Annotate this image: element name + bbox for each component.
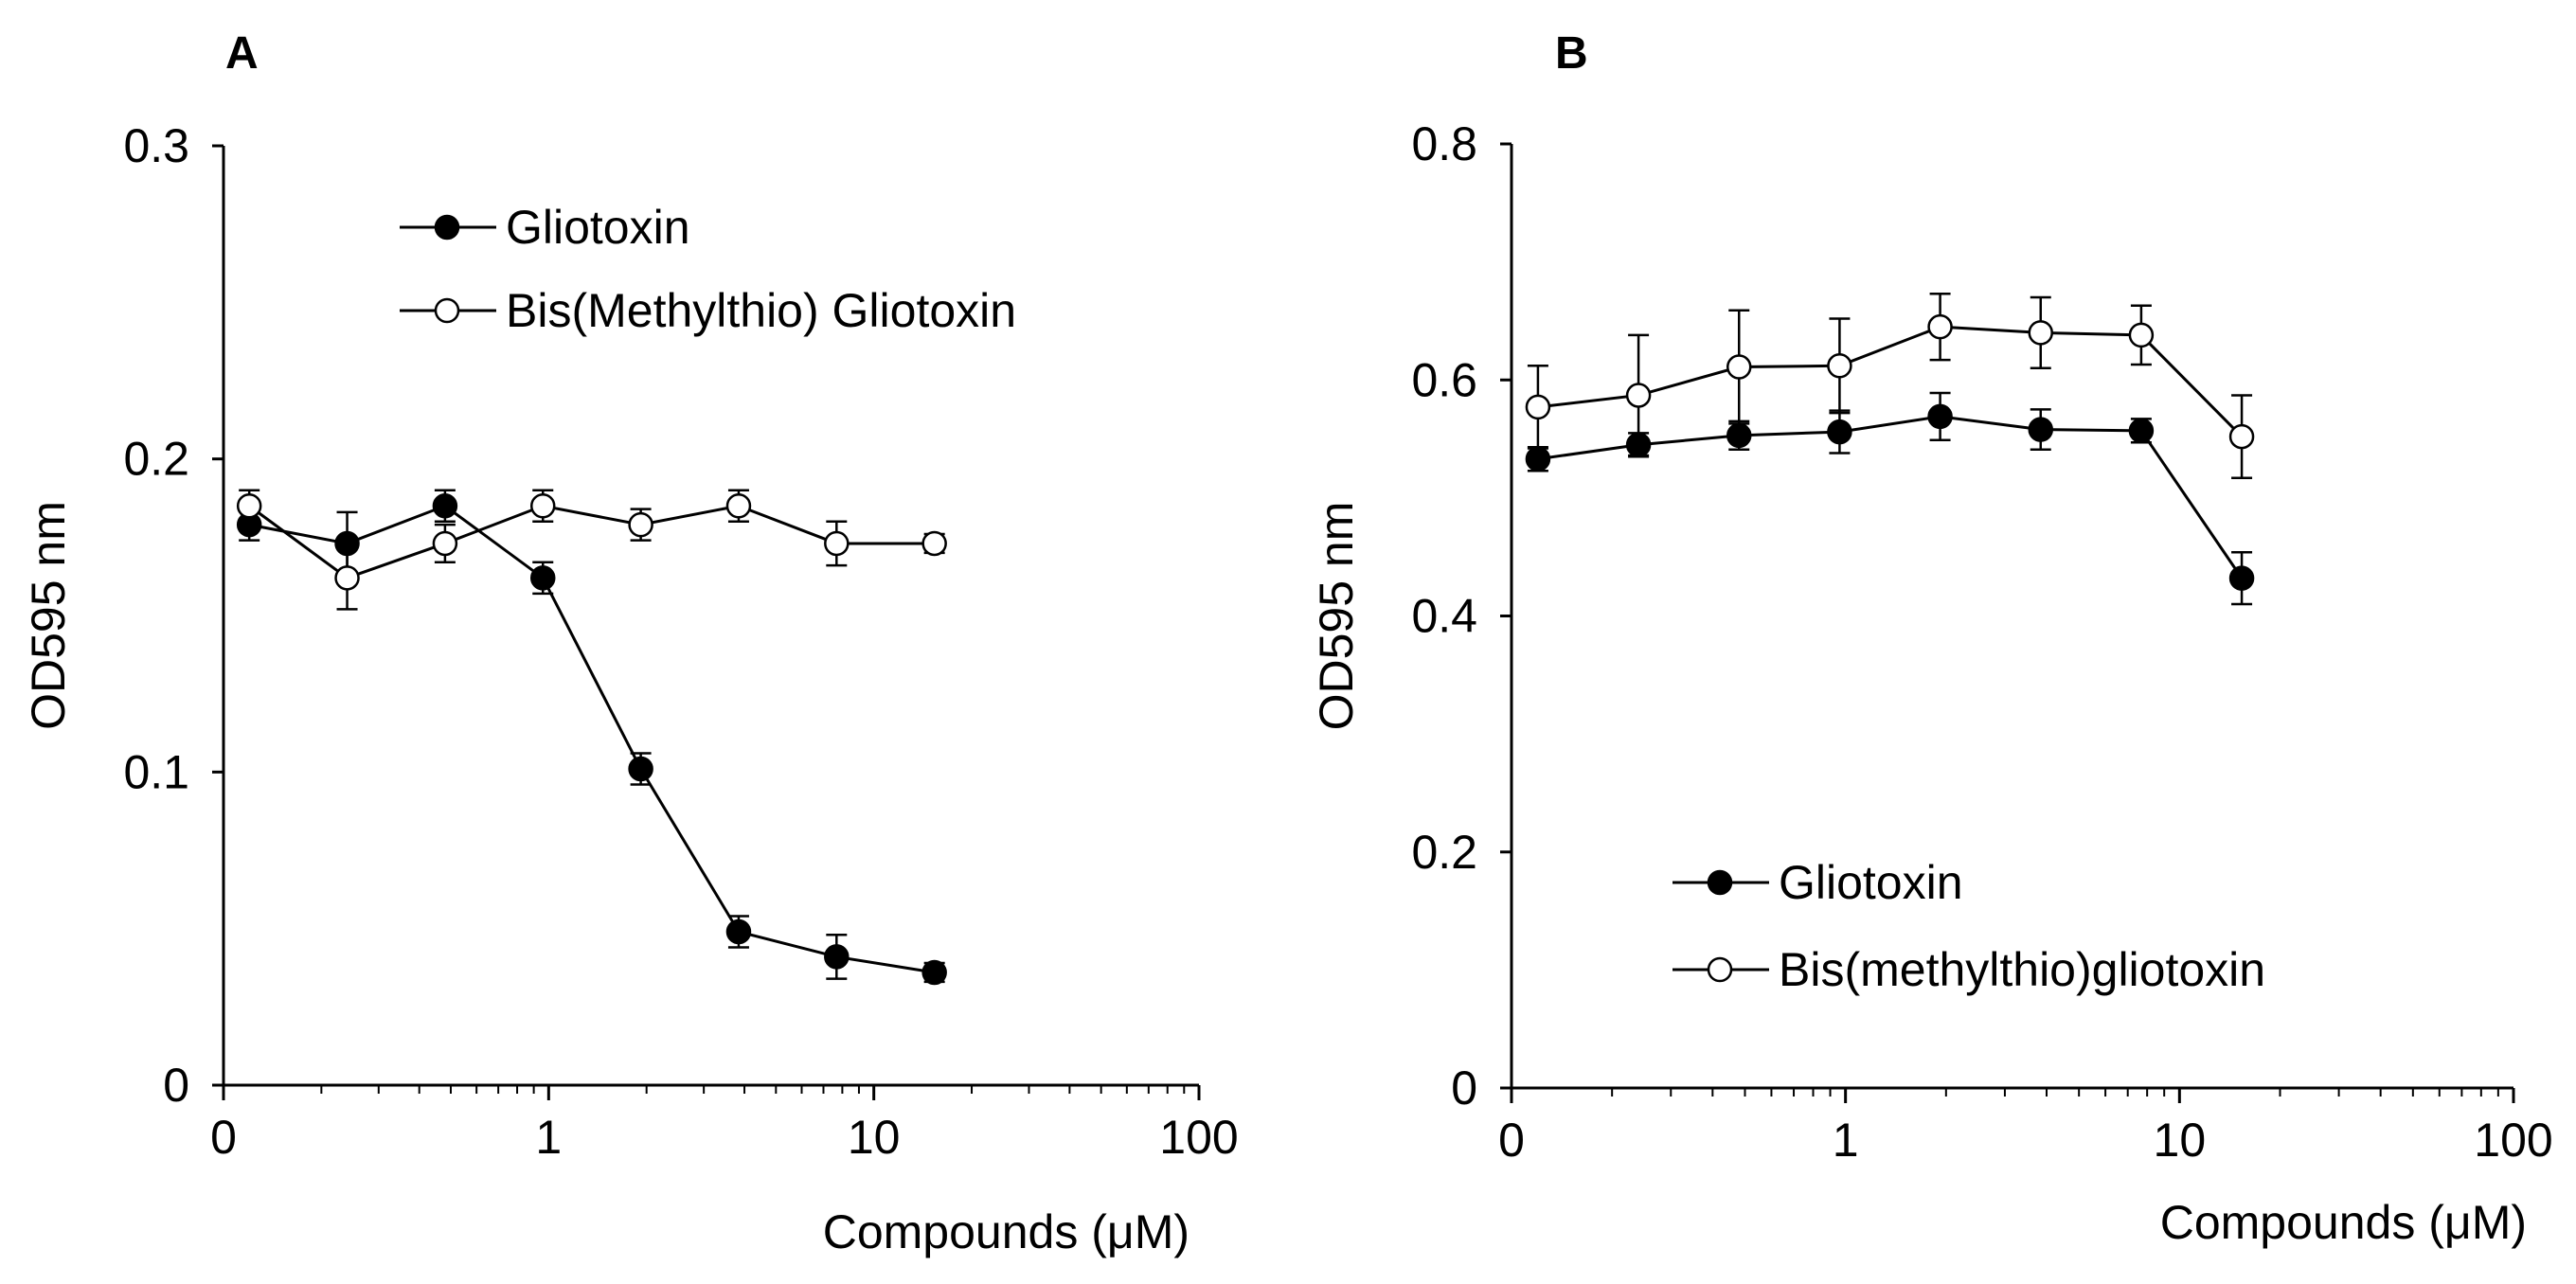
panel-a-series-1-point [921,530,947,557]
panel-b-series-1-point [2128,322,2155,348]
panel-a-x-tick-label: 0 [210,1111,237,1164]
panel-b-series-1-point [1525,394,1551,420]
panel-a-chart: A 0 0.1 0.2 0.3 0 1 10 100 Compounds (μM) OD595 n… [22,28,1239,1258]
panel-b-series-1-point [1827,353,1852,379]
panel-b-chart: B 0 0.2 0.4 0.6 0.8 0 1 10 100 Compounds (μM) OD59… [1310,28,2553,1249]
panel-b-x-axis-title: Compounds (μM) [2160,1196,2527,1249]
panel-b-legend-label: Gliotoxin [1779,856,1963,909]
panel-b-series-0-point [1525,446,1551,472]
panel-a-series-1-point [824,530,850,557]
panel-a-y-tick-label: 0 [163,1059,189,1112]
panel-b-series-1-point [2228,423,2255,450]
panel-b-y-tick-label: 0.2 [1411,826,1477,879]
panel-b-series-0-point [2228,565,2255,591]
panel-b-series-0-point [1827,419,1852,445]
panel-a-legend-label: Bis(Methylthio) Gliotoxin [506,284,1016,337]
panel-b-legend-marker [1707,956,1733,983]
panel-a-legend-marker [434,214,460,241]
panel-a-series-1-point [725,493,752,519]
panel-a-series-1-point [628,511,653,538]
panel-a-series-0-point [921,959,947,986]
panel-b-series-1-point [1927,313,1953,340]
panel-b-legend-label: Bis(methylthio)gliotoxin [1779,943,2265,996]
panel-a-series-0-point [824,944,850,970]
panel-b-y-tick-label: 0 [1451,1061,1477,1115]
panel-b-x-tick-label: 10 [2154,1114,2207,1167]
panel-b-x-tick-label: 100 [2474,1114,2552,1167]
panel-a-series-1-point [432,530,458,557]
panel-a-series-1-line [248,504,935,580]
panel-a-series-1-point [334,565,360,591]
panel-b-y-tick-label: 0.8 [1411,117,1477,170]
panel-a-y-axis-title: OD595 nm [22,501,75,730]
panel-b-y-tick-label: 0.6 [1411,353,1477,406]
panel-b-series-1-point [2028,320,2053,346]
panel-b-x-tick-label: 0 [1498,1114,1525,1167]
panel-b-series-0-point [2028,417,2053,442]
panel-b-series-1-line [1537,325,2244,438]
panel-a-series-1-point [529,493,556,519]
panel-a-series-0-point [432,493,458,519]
panel-a-legend-marker [434,297,460,324]
panel-b-y-tick-label: 0.4 [1411,590,1477,643]
panel-a-y-tick-label: 0.2 [123,433,189,486]
panel-a-x-tick-label: 10 [848,1111,901,1164]
panel-b-series-0-point [1726,422,1752,449]
panel-a-x-tick-label: 1 [535,1111,562,1164]
panel-a-y-tick-label: 0.1 [123,745,189,798]
panel-a-series-0-point [529,565,556,591]
panel-b-series-0-point [2128,418,2155,444]
panel-b-series-0-point [1927,403,1953,430]
panel-b-label: B [1555,28,1588,79]
panel-b-legend-marker [1707,869,1733,896]
panel-a-y-tick-label: 0.3 [123,119,189,172]
panel-a-series-0-point [725,918,752,945]
panel-a-x-axis-title: Compounds (μM) [823,1205,1190,1258]
panel-b-x-tick-label: 1 [1833,1114,1859,1167]
panel-b-series-1-point [1625,383,1652,408]
panel-a-x-tick-label: 100 [1159,1111,1238,1164]
panel-b-series-1-point [1726,354,1752,380]
panel-a-series-0-point [628,756,653,782]
panel-a-series-0-line [248,504,935,974]
panel-a-series-1-point [236,493,262,519]
panel-a-legend-label: Gliotoxin [506,201,690,254]
panel-b-series-0-line [1537,415,2244,580]
panel-a-label: A [225,28,259,79]
panel-b-y-axis-title: OD595 nm [1310,502,1363,731]
